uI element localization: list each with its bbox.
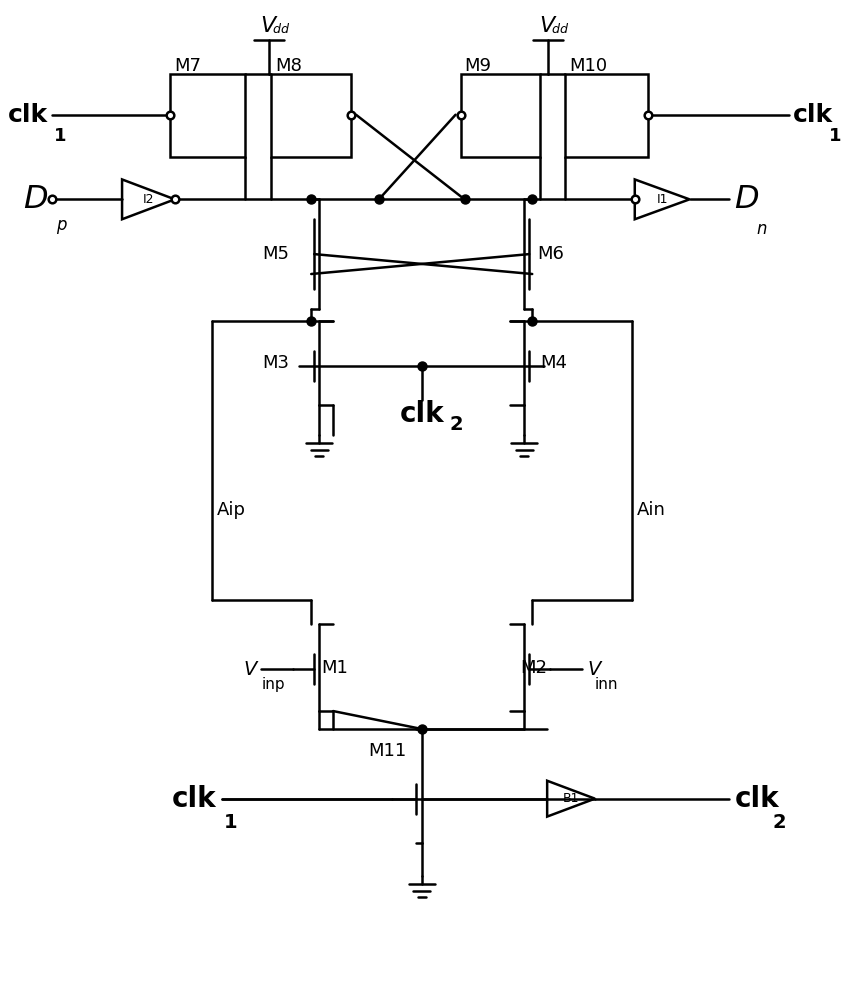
Text: $D$: $D$ [734,184,759,215]
Text: M5: M5 [263,245,290,263]
Text: M7: M7 [173,57,201,75]
Text: 2: 2 [772,813,786,832]
Text: M4: M4 [541,354,568,372]
Text: M3: M3 [263,354,290,372]
Text: clk: clk [734,785,779,813]
Text: I2: I2 [142,193,154,206]
Bar [461,74,541,157]
Text: Ain: Ain [637,501,666,519]
Text: M1: M1 [321,659,348,677]
Text: $V$: $V$ [539,16,557,36]
Text: M6: M6 [537,245,564,263]
Bar [565,74,647,157]
Text: V: V [243,660,257,679]
Text: clk: clk [8,103,48,127]
Text: inp: inp [261,677,285,692]
Text: 1: 1 [829,127,841,145]
Text: clk: clk [399,400,444,428]
Text: 1: 1 [55,127,67,145]
Text: $_n$: $_n$ [756,213,768,237]
Text: $_p$: $_p$ [56,213,68,237]
Text: $_{dd}$: $_{dd}$ [273,18,290,36]
Text: $V$: $V$ [260,16,279,36]
Text: $_{dd}$: $_{dd}$ [552,18,569,36]
Text: $D$: $D$ [24,184,48,215]
Text: M11: M11 [369,742,407,760]
Bar [271,74,351,157]
Text: I1: I1 [657,193,668,206]
Text: clk: clk [793,103,834,127]
Bar [170,74,244,157]
Text: 2: 2 [450,415,463,434]
Text: inn: inn [595,677,618,692]
Text: clk: clk [172,785,216,813]
Text: B1: B1 [562,792,579,805]
Text: M8: M8 [275,57,302,75]
Text: Aip: Aip [216,501,246,519]
Text: M2: M2 [520,659,547,677]
Text: V: V [587,660,600,679]
Text: 1: 1 [224,813,237,832]
Text: M9: M9 [465,57,492,75]
Text: M10: M10 [569,57,607,75]
